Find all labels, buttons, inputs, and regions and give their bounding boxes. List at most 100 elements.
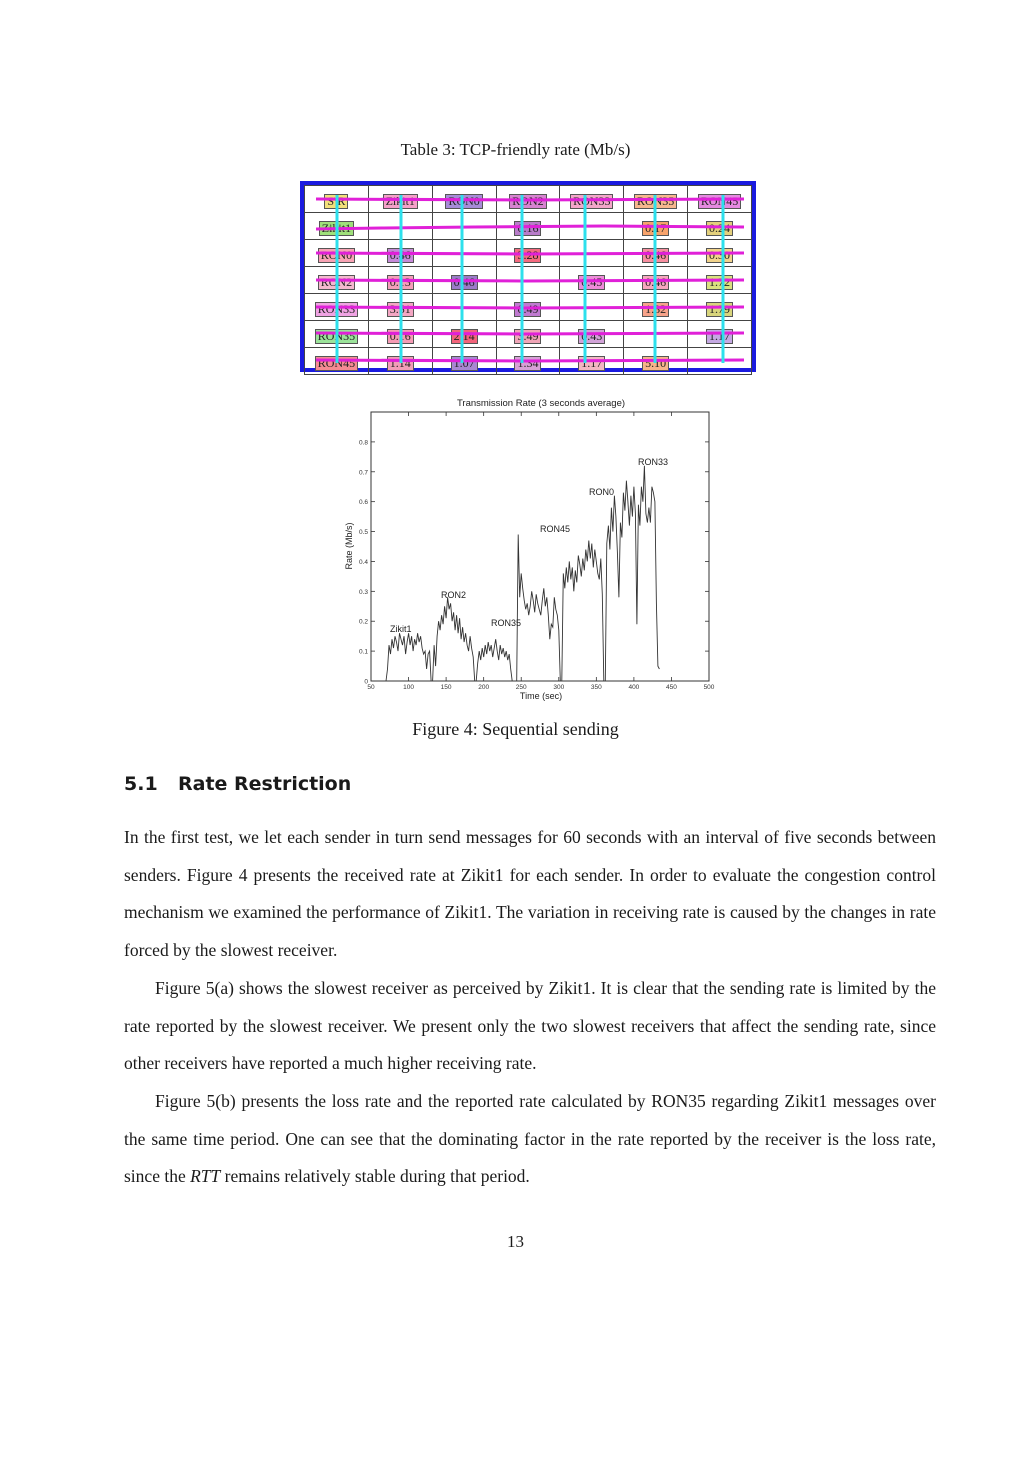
table-cell: 1.07: [431, 347, 497, 375]
table-cell: Zikit1: [304, 212, 369, 240]
table-row: Zikit1 0.16 0.17 0.24: [304, 212, 752, 240]
table-cell: 3.49: [495, 320, 561, 348]
y-tick-label: 0.1: [359, 649, 368, 656]
paragraph-1: In the first test, we let each sender in…: [124, 827, 936, 960]
rate-value: 0.16: [386, 328, 414, 344]
table-cell: 1.72: [687, 266, 752, 294]
x-tick-label: 100: [403, 684, 414, 691]
x-tick-label: 200: [478, 684, 489, 691]
rate-value: 0.46: [642, 247, 670, 263]
section-title: Rate Restriction: [178, 773, 352, 795]
x-axis-label: Time (sec): [520, 691, 562, 701]
rate-value: 1.14: [386, 355, 414, 371]
annotation-label: RON0: [589, 487, 614, 497]
y-tick-label: 0.4: [359, 559, 368, 566]
paragraph-2: Figure 5(a) shows the slowest receiver a…: [124, 978, 936, 1074]
table-cell: [367, 212, 433, 240]
rate-value: 0.45: [578, 274, 606, 290]
table-cell: 0.30: [687, 239, 752, 267]
row-header: RON33: [314, 301, 359, 317]
rate-value: 1.17: [706, 328, 734, 344]
rtt-term: RTT: [190, 1166, 221, 1187]
table-cell: 0.49: [495, 293, 561, 321]
row-header: RON0: [317, 247, 356, 263]
row-header: RON35: [314, 328, 359, 344]
figure-caption: Figure 4: Sequential sending: [412, 719, 619, 739]
annotation-label: RON2: [441, 590, 466, 600]
table-cell: 1.14: [367, 347, 433, 375]
table-cell: 0.45: [559, 266, 625, 294]
table-cell: [431, 293, 497, 321]
table-cell: 0.46: [623, 239, 689, 267]
column-header: RON35: [633, 193, 678, 209]
x-tick-label: 250: [516, 684, 527, 691]
y-tick-label: 0.5: [359, 529, 368, 536]
rate-value: 1.32: [642, 301, 670, 317]
rate-value: 1.79: [706, 301, 734, 317]
tcp-friendly-rate-table: S\R Zikit1 RON0 RON2 RON33 RON35 RON45 Zikit1 0.…: [300, 181, 756, 375]
rate-value: 1.17: [578, 355, 606, 371]
rate-value: 0.13: [386, 274, 414, 290]
table-caption: Table 3: TCP-friendly rate (Mb/s): [400, 140, 631, 159]
table-row: RON35 0.16 2.14 3.49 0.43 1.17: [304, 320, 752, 348]
rate-value: 1.34: [514, 355, 542, 371]
table-cell: RON0: [304, 239, 369, 267]
transmission-rate-chart: Transmission Rate (3 seconds average) Ti…: [330, 392, 730, 704]
row-header: Zikit1: [318, 220, 355, 236]
x-tick-label: 400: [628, 684, 639, 691]
column-header: S\R: [324, 193, 349, 209]
table-cell: 0.43: [559, 320, 625, 348]
table-cell: 3.28: [495, 239, 561, 267]
rate-series-line: [385, 465, 660, 682]
table-cell: RON35: [304, 320, 369, 348]
page-number: 13: [507, 1232, 524, 1251]
chart-title: Transmission Rate (3 seconds average): [457, 398, 625, 409]
rate-value: 3.28: [514, 247, 542, 263]
table-cell: 0.17: [623, 212, 689, 240]
x-tick-label: 50: [367, 684, 375, 691]
annotation-label: RON45: [540, 524, 570, 534]
column-header: RON2: [509, 193, 547, 209]
row-header: RON2: [317, 274, 356, 290]
table-cell: RON2: [495, 185, 561, 213]
table-cell: 1.32: [623, 293, 689, 321]
chart-svg: Transmission Rate (3 seconds average) Ti…: [344, 398, 715, 701]
table-cell: 0.24: [687, 212, 752, 240]
table-cell: 1.79: [687, 293, 752, 321]
x-tick-label: 300: [553, 684, 564, 691]
table-cell: 1.34: [495, 347, 561, 375]
table-row: RON0 0.46 3.28 0.46 0.30: [304, 239, 752, 267]
table-cell: 5.10: [623, 347, 689, 375]
table-cell: [623, 320, 689, 348]
annotation-label: RON35: [491, 618, 521, 628]
y-tick-label: 0.3: [359, 589, 368, 596]
rate-value: 3.51: [386, 301, 414, 317]
column-header: Zikit1: [382, 193, 418, 209]
table-cell: Zikit1: [367, 185, 433, 213]
table-cell: S\R: [304, 185, 369, 213]
column-header: RON33: [570, 193, 614, 209]
table-cell: 0.13: [367, 266, 433, 294]
table-cell: 3.51: [367, 293, 433, 321]
table-row: S\R Zikit1 RON0 RON2 RON33 RON35 RON45: [304, 185, 752, 213]
paragraph-3: Figure 5(b) presents the loss rate and t…: [124, 1083, 936, 1196]
x-tick-label: 450: [666, 684, 677, 691]
table-cell: RON35: [623, 185, 689, 213]
table-cell: [431, 212, 497, 240]
table-cell: 2.14: [431, 320, 497, 348]
plot-area: 50 100 150 200 250 300 350 400 450 500 0 0.1 0.2 0.3 0…: [359, 411, 715, 691]
table-cell: 1.17: [559, 347, 625, 375]
table-cell: 0.16: [495, 212, 561, 240]
table-cell: [559, 212, 625, 240]
annotation-label: RON33: [638, 457, 668, 467]
rate-value: 0.43: [578, 328, 606, 344]
table-cell: RON45: [687, 185, 752, 213]
rate-value: 3.49: [514, 328, 542, 344]
rate-value: 2.14: [450, 328, 478, 344]
table-cell: RON33: [304, 293, 369, 321]
table-cell: [495, 266, 561, 294]
rate-value: 0.46: [386, 247, 414, 263]
table-cell: 0.46: [623, 266, 689, 294]
table-cell: RON45: [304, 347, 369, 375]
rate-value: 1.72: [706, 274, 734, 290]
